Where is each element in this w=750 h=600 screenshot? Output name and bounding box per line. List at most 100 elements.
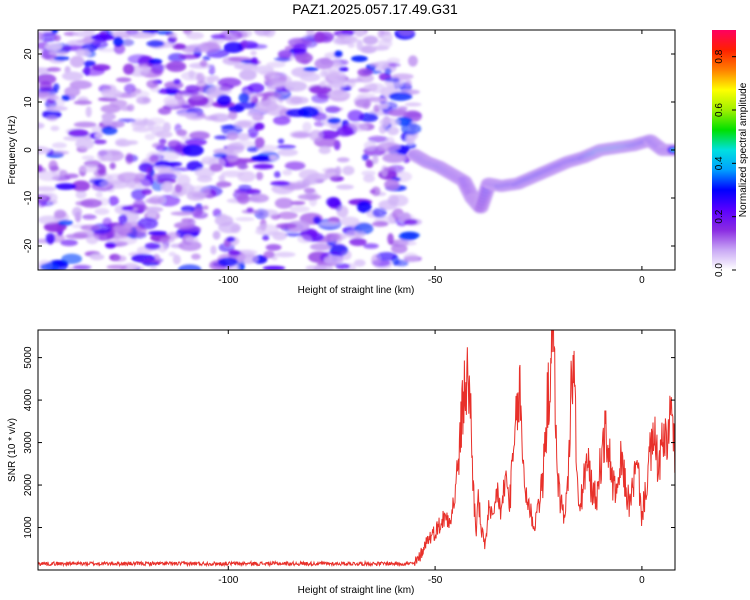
- noise-blob: [236, 253, 259, 265]
- noise-blob: [50, 125, 60, 132]
- noise-blob: [185, 236, 199, 243]
- noise-blob: [220, 124, 237, 129]
- noise-blob: [159, 237, 175, 243]
- noise-blob: [128, 180, 136, 188]
- noise-blob: [318, 130, 340, 139]
- noise-blob: [40, 32, 58, 43]
- colorbar-tick-label: 0.4: [714, 156, 725, 170]
- noise-blob: [254, 93, 274, 98]
- colorbar: 0.0 0.2 0.4 0.6 0.8 Normalized spectral ampl…: [712, 30, 749, 277]
- noise-blob: [378, 103, 389, 110]
- noise-blob: [53, 83, 60, 91]
- noise-blob: [372, 221, 389, 227]
- noise-blob: [109, 99, 128, 108]
- noise-blob: [273, 115, 291, 126]
- noise-blob: [90, 33, 115, 41]
- noise-blob: [351, 55, 368, 63]
- noise-blob: [235, 216, 255, 222]
- noise-blob: [181, 104, 191, 109]
- noise-blob: [149, 265, 158, 270]
- noise-blob: [139, 64, 150, 73]
- noise-blob: [237, 63, 259, 70]
- noise-blob: [336, 125, 354, 137]
- noise-blob: [38, 215, 60, 225]
- noise-blob: [275, 223, 297, 229]
- noise-blob: [247, 111, 262, 117]
- noise-blob: [361, 170, 376, 176]
- noise-blob: [46, 67, 62, 72]
- colorbar-tick: 0.4: [714, 156, 736, 170]
- noise-blob: [45, 232, 56, 244]
- noise-blob: [250, 155, 271, 162]
- noise-blob: [196, 80, 208, 90]
- noise-blob: [153, 165, 171, 172]
- noise-blob: [349, 238, 367, 246]
- noise-blob: [216, 180, 230, 188]
- noise-blob: [335, 263, 351, 270]
- noise-blob: [38, 146, 50, 155]
- noise-blob: [336, 157, 350, 163]
- noise-blob: [138, 179, 151, 191]
- y-tick: 2000: [23, 473, 675, 496]
- noise-blob: [186, 31, 204, 40]
- noise-blob: [407, 55, 418, 67]
- noise-blob: [162, 121, 171, 133]
- noise-blob: [109, 162, 116, 170]
- noise-blob: [263, 250, 275, 259]
- noise-blob: [199, 60, 208, 67]
- noise-blob: [282, 169, 293, 176]
- y-tick: 20: [23, 48, 675, 60]
- noise-blob: [262, 265, 286, 270]
- noise-blob: [69, 55, 85, 68]
- noise-blob: [356, 201, 372, 213]
- snr-series-line: [38, 330, 675, 568]
- noise-blob: [397, 106, 408, 111]
- noise-blob: [277, 138, 285, 144]
- noise-blob: [59, 169, 68, 178]
- snr-x-label: Height of straight line (km): [298, 585, 415, 596]
- noise-blob: [93, 139, 107, 145]
- x-tick: 0: [639, 330, 645, 586]
- noise-blob: [180, 205, 196, 213]
- colorbar-label: Normalized spectral amplitude: [738, 82, 749, 217]
- noise-blob: [196, 72, 205, 83]
- noise-blob: [234, 101, 259, 109]
- noise-blob: [50, 165, 59, 172]
- noise-blob: [156, 173, 178, 182]
- noise-blob: [149, 154, 159, 163]
- noise-blob: [110, 30, 130, 36]
- noise-blob: [284, 80, 308, 92]
- noise-blob: [250, 57, 259, 67]
- y-tick: 3000: [23, 431, 675, 454]
- noise-blob: [113, 224, 123, 233]
- y-tick: -20: [23, 238, 675, 253]
- noise-blob: [185, 44, 209, 53]
- colorbar-tick: 0.6: [714, 103, 736, 117]
- noise-blob: [387, 194, 399, 206]
- y-tick-label: 3000: [23, 431, 34, 454]
- noise-blob: [384, 67, 392, 76]
- x-tick: -50: [428, 30, 443, 286]
- noise-blob: [141, 188, 152, 195]
- y-tick: 1000: [23, 516, 675, 539]
- noise-blob: [265, 244, 282, 251]
- noise-blob: [75, 190, 87, 199]
- noise-blob: [51, 30, 59, 34]
- noise-blob: [254, 137, 265, 149]
- noise-blob: [145, 197, 162, 204]
- snr-plot-area: [38, 330, 675, 570]
- noise-blob: [185, 84, 200, 92]
- noise-blob: [378, 38, 393, 49]
- noise-blob: [60, 239, 78, 247]
- noise-blob: [172, 254, 181, 265]
- noise-blob: [217, 77, 242, 88]
- noise-blob: [55, 183, 77, 190]
- noise-blob: [313, 31, 326, 43]
- noise-blob: [319, 81, 326, 88]
- y-tick: -10: [23, 190, 675, 205]
- noise-blob: [202, 205, 209, 210]
- noise-blob: [319, 69, 328, 78]
- noise-blob: [372, 98, 389, 104]
